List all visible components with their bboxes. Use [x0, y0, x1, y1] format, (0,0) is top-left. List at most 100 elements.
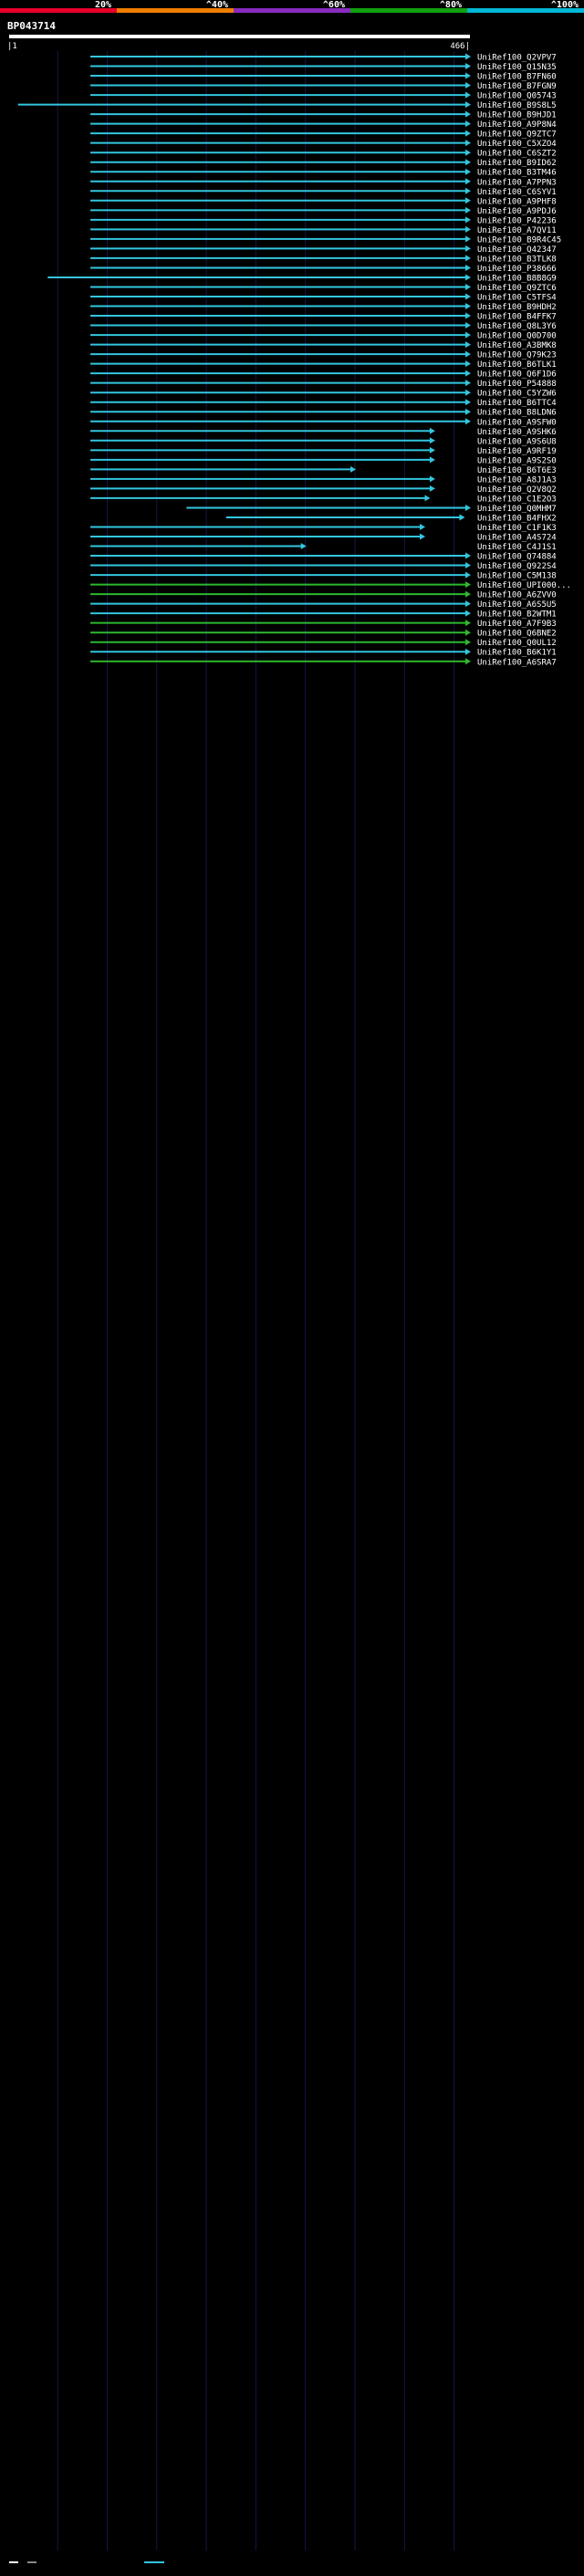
axis-end-label: 466| [450, 42, 470, 51]
hit-arrow [465, 110, 471, 118]
hit-label: UniRef100_Q6BNE2 [477, 630, 557, 639]
hit-label: UniRef100_B9ID62 [477, 159, 557, 168]
hit-arrow [465, 312, 471, 319]
hit-label: UniRef100_P54888 [477, 380, 557, 389]
hit-arrow [465, 331, 471, 339]
hit-arrow [465, 159, 471, 166]
hit-arrow [420, 533, 426, 540]
hit-arrow [465, 629, 471, 636]
hit-label: UniRef100_B7FGN9 [477, 82, 557, 91]
hit-arrow [465, 360, 471, 368]
hit-arrow [465, 389, 471, 396]
hit-label: UniRef100_C4J1S1 [477, 543, 557, 552]
legend-swatch [234, 8, 350, 13]
query-gap-glyph [9, 2561, 18, 2563]
hit-arrow [465, 504, 471, 511]
hit-label: UniRef100_A6S5U5 [477, 600, 557, 610]
hit-label: UniRef100_UPI000... [477, 581, 571, 590]
hit-arrow [465, 370, 471, 377]
hit-arrow [465, 245, 471, 252]
hit-label: UniRef100_A9S2S0 [477, 456, 557, 465]
hit-arrow [465, 562, 471, 569]
hit-arrow [465, 293, 471, 300]
scale-glyph [144, 2561, 165, 2563]
axis-start-label: |1 [7, 42, 17, 51]
hit-label: UniRef100_A7PPN3 [477, 178, 557, 187]
hit-arrow [465, 658, 471, 665]
hit-label: UniRef100_A7F9B3 [477, 620, 557, 629]
hit-arrow [465, 53, 471, 60]
hit-arrow [465, 206, 471, 214]
hit-arrow [465, 303, 471, 310]
hit-label: UniRef100_B6TLK1 [477, 360, 557, 370]
hit-label: UniRef100_C5XZO4 [477, 140, 557, 149]
hit-label: UniRef100_P38666 [477, 265, 557, 274]
hit-arrow [465, 197, 471, 204]
hit-label: UniRef100_Q6F1D6 [477, 370, 557, 380]
hit-arrow [429, 475, 435, 483]
hit-label: UniRef100_B6T6E3 [477, 466, 557, 475]
legend-label: 20% [95, 0, 111, 10]
hit-arrow [465, 140, 471, 147]
hit-arrow [465, 178, 471, 185]
hit-label: UniRef100_C1E2O3 [477, 495, 557, 504]
legend-swatch [467, 8, 584, 13]
hit-label: UniRef100_Q2V8Q2 [477, 485, 557, 495]
hit-arrow [465, 101, 471, 109]
hit-label: UniRef100_B9S8L5 [477, 101, 557, 110]
hit-label: UniRef100_B7FN60 [477, 73, 557, 82]
hit-arrow [420, 523, 426, 530]
hit-arrow [465, 168, 471, 175]
hit-arrow [459, 514, 465, 521]
chart-footer [7, 2558, 166, 2568]
hit-arrow [465, 274, 471, 281]
hit-arrow [465, 418, 471, 425]
hit-arrow [300, 543, 307, 550]
hit-arrow [465, 399, 471, 406]
hit-label: UniRef100_B6TTC4 [477, 399, 557, 408]
hit-label: UniRef100_Q79K23 [477, 351, 557, 360]
hit-label: UniRef100_C6SYV1 [477, 188, 557, 197]
hit-label: UniRef100_Q74884 [477, 553, 557, 562]
hit-arrow [465, 571, 471, 579]
hit-arrow [465, 82, 471, 89]
hit-arrow [465, 149, 471, 156]
hit-label: UniRef100_A7QV11 [477, 226, 557, 235]
hit-label: UniRef100_Q9ZTC6 [477, 284, 557, 293]
hit-label: UniRef100_C5TFS4 [477, 294, 557, 303]
hit-arrow [429, 427, 435, 434]
hit-label: UniRef100_Q42347 [477, 245, 557, 255]
hit-label: UniRef100_Q15N35 [477, 63, 557, 72]
legend-label: ^60% [323, 0, 345, 10]
hit-arrow [429, 456, 435, 464]
hit-arrow [424, 495, 431, 502]
hit-label: UniRef100_A4S724 [477, 534, 557, 543]
hit-arrow [465, 341, 471, 349]
hit-label: UniRef100_B2WTM1 [477, 610, 557, 620]
hit-label: UniRef100_C5M138 [477, 572, 557, 581]
hit-arrow [465, 120, 471, 128]
hit-label: UniRef100_A9PHF8 [477, 197, 557, 206]
hit-arrow [465, 91, 471, 99]
hit-label: UniRef100_B8B8G9 [477, 274, 557, 283]
hit-arrow [465, 610, 471, 617]
hit-label: UniRef100_Q8L3Y6 [477, 322, 557, 331]
hit-arrow [465, 235, 471, 243]
hit-arrow [465, 130, 471, 137]
chart-title: BP043714 [7, 20, 56, 32]
hit-label: UniRef100_A6SRA7 [477, 658, 557, 667]
hit-arrow [465, 408, 471, 415]
hit-label: UniRef100_C6SZT2 [477, 150, 557, 159]
legend-swatch [350, 8, 467, 13]
subject-gap-glyph [27, 2561, 37, 2563]
hit-label: UniRef100_B9HJD1 [477, 111, 557, 120]
legend-label: ^80% [440, 0, 462, 10]
hit-arrow [465, 225, 471, 233]
legend-label: ^40% [206, 0, 228, 10]
hit-label: UniRef100_Q0UL12 [477, 639, 557, 648]
hit-label: UniRef100_A6ZVV0 [477, 591, 557, 600]
hit-label: UniRef100_B8LDN6 [477, 409, 557, 418]
hit-arrow [465, 581, 471, 589]
legend-swatch [0, 8, 117, 13]
